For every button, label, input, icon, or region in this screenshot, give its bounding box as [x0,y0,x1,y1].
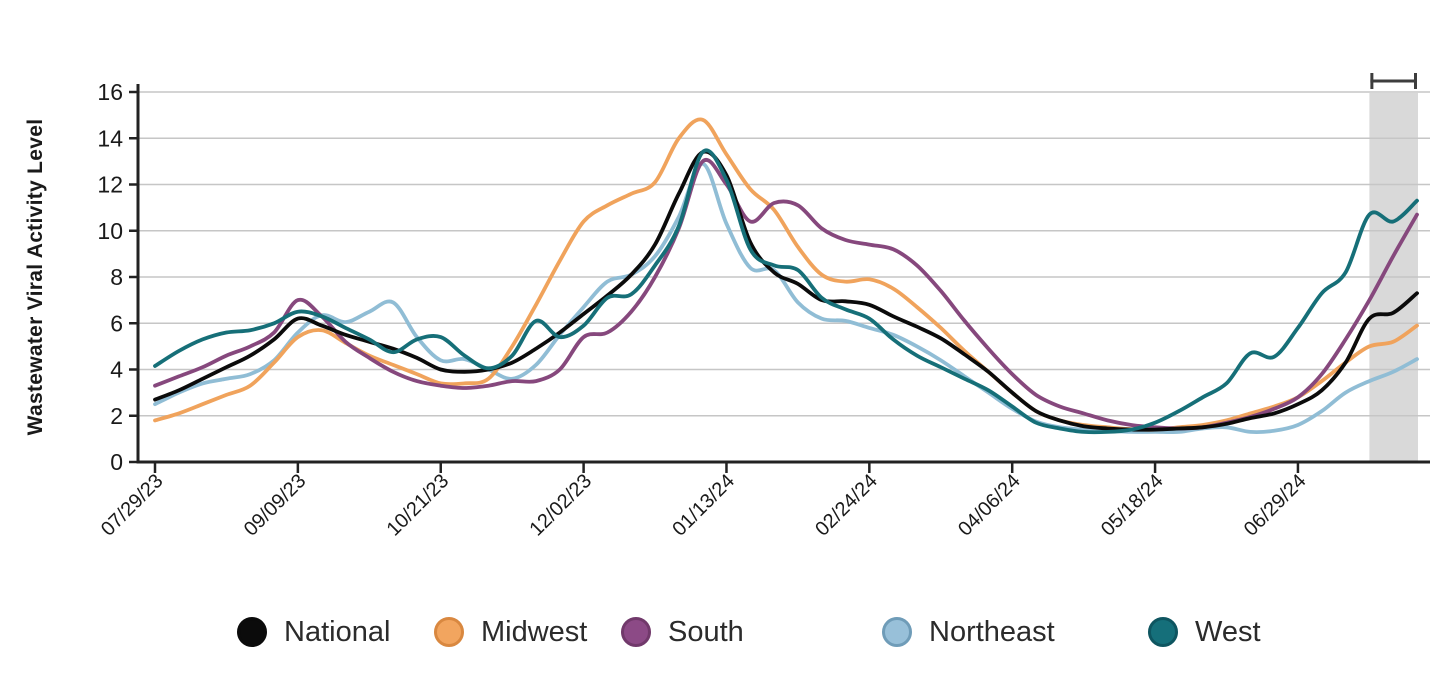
x-tick-label: 04/06/24 [954,470,1025,541]
axis-layer [129,84,1430,473]
x-tick-label: 01/13/24 [668,470,739,541]
legend-label-midwest: Midwest [481,615,588,648]
series-line-northeast [153,161,1419,435]
provisional-band-layer [1369,73,1418,462]
series-line-south [153,157,1419,431]
y-tick-label: 2 [110,403,123,429]
series-line-west [153,148,1419,435]
chart-canvas: 0 2 4 6 8 10 12 14 16 07/29/23 09/09/23 10/21/23 12/… [24,73,1430,541]
x-tick-label: 06/29/24 [1240,470,1311,541]
x-tick-label: 02/24/24 [811,470,882,541]
y-tick-label: 10 [97,218,123,244]
legend-item-northeast[interactable]: Northeast [882,604,1055,660]
legend-label-northeast: Northeast [929,615,1055,648]
legend-label-south: South [668,615,744,648]
x-tick-label: 05/18/24 [1097,470,1168,541]
y-tick-label: 12 [97,172,123,198]
y-tick-label: 0 [110,449,123,475]
gridline-layer [138,91,1430,417]
series-line-national [153,149,1419,432]
series-layer [153,117,1419,435]
legend-item-south[interactable]: South [621,604,744,660]
legend-swatch-south [621,617,651,647]
y-tick-label: 16 [97,79,123,105]
legend-label-national: National [284,615,391,648]
x-tick-label: 09/09/23 [240,470,311,541]
x-tick-label: 07/29/23 [97,470,168,541]
legend-label-west: West [1195,615,1261,648]
legend-item-west[interactable]: West [1148,604,1261,660]
tick-label-layer: 0 2 4 6 8 10 12 14 16 07/29/23 09/09/23 10/21/23 12/… [97,79,1311,541]
legend-item-midwest[interactable]: Midwest [434,604,587,660]
y-tick-label: 6 [110,310,123,336]
y-tick-label: 8 [110,264,123,290]
legend-swatch-midwest [434,617,464,647]
y-tick-label: 4 [110,357,123,383]
legend-swatch-northeast [882,617,912,647]
y-tick-label: 14 [97,125,123,151]
x-tick-label: 12/02/23 [526,470,597,541]
x-tick-label: 10/21/23 [383,470,454,541]
chart-legend: National Midwest South Northeast West [0,604,1452,664]
legend-item-national[interactable]: National [237,604,390,660]
y-axis-title: Wastewater Viral Activity Level [24,119,47,436]
legend-swatch-national [237,617,267,647]
legend-swatch-west [1148,617,1178,647]
